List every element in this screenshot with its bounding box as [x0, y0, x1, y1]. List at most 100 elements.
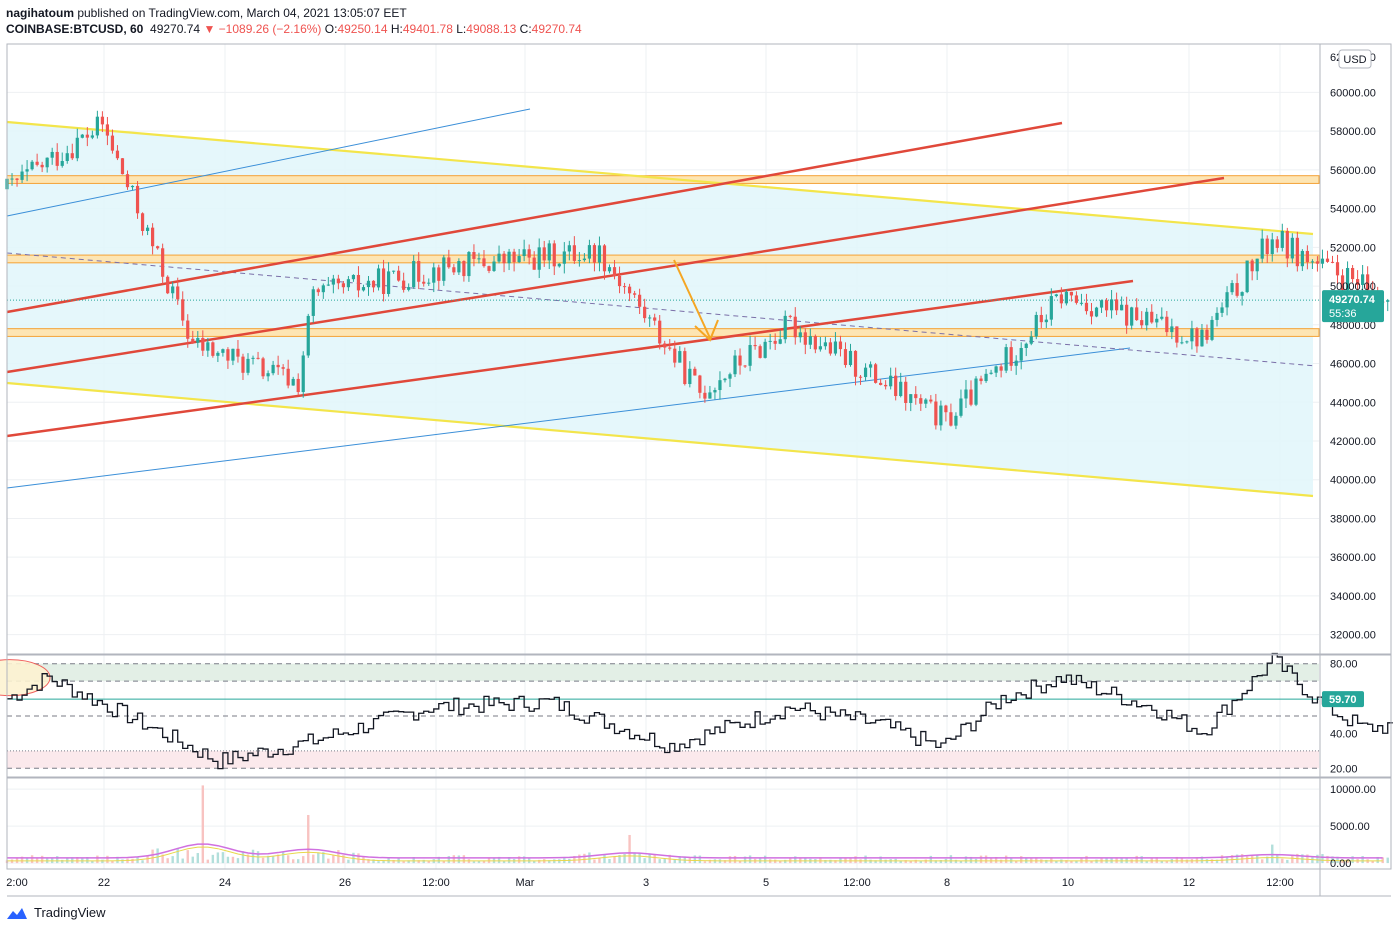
volume-bar	[899, 860, 902, 864]
tradingview-logo-icon	[7, 907, 27, 919]
candle-body	[1310, 261, 1315, 263]
candle-body	[487, 266, 491, 271]
time-tick-label: 12:00	[843, 877, 871, 889]
blue-trend-line-lower[interactable]	[6, 347, 1131, 489]
volume-bar	[1230, 855, 1234, 864]
candle-body	[1361, 274, 1365, 285]
candle-body	[808, 336, 812, 345]
candle-body	[703, 392, 707, 399]
support-resistance-zone[interactable]	[6, 328, 1320, 337]
candle-body	[959, 398, 963, 416]
candle-body	[1215, 312, 1219, 320]
author-name[interactable]: nagihatoum	[6, 6, 74, 20]
volume-bar	[151, 849, 154, 864]
rsi-line[interactable]	[7, 652, 1393, 770]
volume-bar	[181, 858, 184, 864]
candle-body	[617, 275, 622, 287]
volume-bar	[332, 855, 335, 864]
candle-body	[532, 257, 536, 270]
volume-bar	[1065, 860, 1068, 864]
volume-bar	[61, 859, 64, 864]
volume-bar	[452, 855, 456, 864]
candle-body	[140, 213, 145, 231]
volume-bar	[583, 853, 586, 864]
volume-bar	[663, 858, 666, 864]
candle-body	[587, 245, 592, 259]
candle-body	[351, 274, 356, 280]
candle-body	[547, 243, 551, 261]
support-resistance-zone[interactable]	[6, 254, 1320, 264]
volume-bar	[497, 856, 501, 864]
volume-bar	[216, 852, 220, 864]
projection-arrow-line[interactable]	[673, 259, 711, 339]
price-tick-label: 50000.00	[1330, 281, 1376, 293]
candle-body	[1245, 260, 1249, 293]
upper-channel-line[interactable]	[6, 120, 1314, 236]
tradingview-footer[interactable]: TradingView	[6, 905, 106, 920]
volume-bar	[628, 834, 631, 864]
candle-body	[371, 280, 376, 288]
price-tick-label: 44000.00	[1330, 397, 1376, 409]
candle-body	[381, 268, 386, 294]
candle-body	[1074, 295, 1079, 303]
symbol-label[interactable]: COINBASE:BTCUSD, 60	[6, 22, 144, 36]
lower-channel-line[interactable]	[6, 381, 1314, 498]
close-label: C:	[519, 22, 532, 36]
chart-header: nagihatoum published on TradingView.com,…	[6, 5, 582, 37]
volume-bar	[226, 856, 230, 864]
red-trend-line-top[interactable]	[6, 121, 1063, 314]
candle-body	[899, 381, 903, 397]
volume-bar	[407, 860, 410, 864]
candle-body	[673, 348, 677, 363]
volume-bar	[1220, 855, 1224, 864]
volume-bar	[588, 852, 591, 864]
volume-tick-label: 10000.00	[1330, 784, 1376, 796]
candle-body	[783, 315, 787, 340]
volume-bar	[1281, 858, 1284, 864]
volume-bar	[20, 856, 24, 864]
candle-body	[1024, 343, 1028, 349]
candle-body	[1175, 326, 1179, 343]
candle-body	[577, 260, 581, 262]
candle-body	[35, 161, 39, 165]
price-tick-label: 58000.00	[1330, 126, 1376, 138]
volume-bar	[984, 855, 988, 864]
candle-body	[316, 289, 320, 293]
candle-body	[467, 252, 471, 277]
volume-bar	[919, 861, 922, 864]
volume-bar	[728, 856, 732, 864]
candle-body	[944, 405, 948, 413]
candle-body	[929, 399, 933, 402]
volume-bar	[437, 856, 440, 864]
red-trend-line-bottom[interactable]	[6, 279, 1134, 438]
volume-bar	[392, 859, 395, 864]
candle-body	[1300, 250, 1304, 267]
price-change: −1089.26 (−2.16%)	[218, 22, 322, 36]
candle-body	[492, 261, 496, 271]
support-resistance-zone[interactable]	[6, 175, 1320, 184]
candle-body	[90, 135, 94, 138]
candle-body	[15, 178, 19, 180]
time-tick-label: 3	[643, 877, 649, 889]
volume-bar	[532, 860, 536, 864]
candle-body	[743, 365, 747, 367]
volume-moving-average	[7, 843, 1383, 859]
rsi-tick-label: 40.00	[1330, 728, 1358, 740]
candle-body	[788, 315, 792, 317]
candle-body	[422, 281, 426, 284]
blue-trend-line-upper[interactable]	[6, 108, 531, 217]
candle-body	[1260, 238, 1264, 259]
currency-badge[interactable]	[1338, 49, 1372, 69]
volume-bar	[1035, 857, 1038, 864]
candle-body	[989, 372, 993, 374]
volume-bar	[347, 859, 350, 864]
candle-body	[432, 267, 436, 283]
volume-bar	[1085, 855, 1088, 864]
volume-bar	[50, 857, 54, 864]
candle-body	[1210, 319, 1214, 340]
volume-bar	[834, 860, 837, 864]
volume-bar	[276, 854, 280, 864]
volume-bar	[603, 854, 606, 864]
time-tick-label: Mar	[516, 877, 535, 889]
